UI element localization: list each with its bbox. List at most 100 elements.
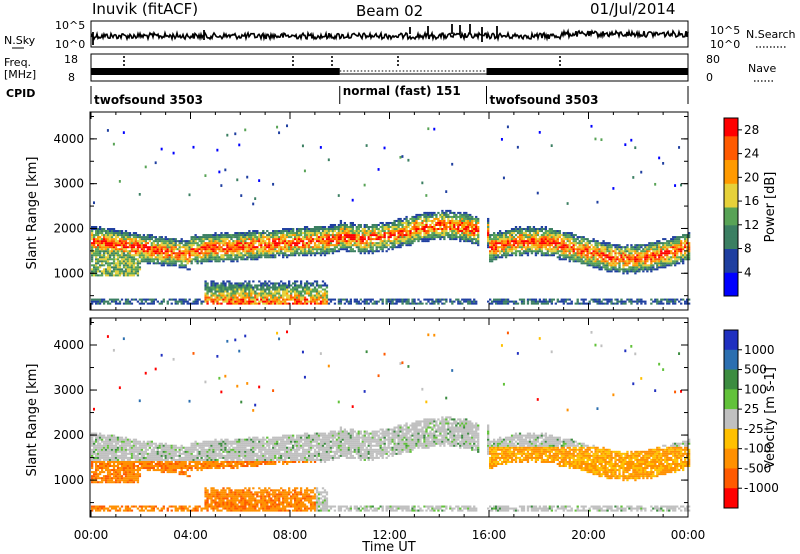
power-cell (196, 258, 199, 261)
power-cell (120, 248, 124, 251)
power-cell (411, 298, 414, 301)
power-cell (325, 230, 329, 233)
power-cell (172, 298, 175, 301)
power-cell (174, 242, 177, 245)
power-cell (510, 248, 514, 251)
power-cell (91, 302, 94, 305)
power-cell (668, 264, 671, 267)
power-cell (473, 219, 476, 222)
power-cell (311, 294, 315, 297)
power-cell (638, 252, 641, 255)
power-cell (238, 234, 241, 237)
power-cell (220, 290, 223, 293)
power-cell (266, 250, 269, 253)
power-cell (534, 228, 538, 231)
power-cell (335, 250, 339, 253)
power-cell (580, 246, 583, 249)
power-cell (465, 230, 468, 233)
power-cell (150, 246, 153, 249)
power-cell (240, 244, 243, 247)
power-cell (321, 240, 325, 243)
power-cell (150, 302, 153, 305)
power-cell (194, 248, 197, 251)
power-cell (566, 232, 569, 235)
power-cell (554, 238, 557, 241)
power-cell (405, 244, 408, 247)
power-cell (291, 250, 295, 253)
power-cell (423, 215, 426, 218)
power-cell (473, 302, 476, 305)
power-cell (94, 250, 98, 253)
power-cell (228, 246, 231, 249)
power-cell (417, 215, 420, 218)
power-cell (130, 256, 134, 259)
power-cell (122, 254, 126, 257)
power-cell (284, 294, 287, 297)
power-cell (566, 238, 569, 241)
power-cell (224, 244, 227, 247)
power-cell (146, 238, 150, 241)
power-cell (520, 300, 524, 303)
power-cell (91, 226, 94, 229)
power-cell (174, 262, 177, 265)
power-cell (204, 244, 207, 247)
power-cell (407, 240, 410, 243)
power-cell (178, 244, 181, 247)
power-cell (610, 258, 613, 261)
power-cell (297, 228, 301, 231)
power-cell (299, 232, 303, 235)
power-cell (590, 254, 593, 257)
power-cell (552, 240, 555, 243)
power-cell (395, 219, 398, 222)
power-cell (282, 286, 285, 289)
power-cell (337, 242, 341, 245)
power-cell (170, 256, 173, 259)
power-cell (132, 232, 136, 235)
power-cell (377, 238, 380, 241)
power-cell (678, 256, 681, 259)
power-cell (465, 213, 468, 216)
power-cell (498, 232, 502, 235)
power-cell (379, 236, 382, 239)
power-cell (230, 302, 233, 305)
power-cell (112, 262, 116, 265)
power-cell (658, 262, 661, 265)
power-cell (220, 284, 223, 287)
power-cell (550, 242, 553, 245)
power-cell (142, 236, 146, 239)
power-cell (319, 286, 323, 289)
power-cell (339, 230, 343, 233)
power-cell (624, 256, 627, 259)
power-cell (108, 298, 112, 301)
power-cell (421, 302, 424, 305)
power-cell (92, 266, 96, 269)
power-cell (250, 232, 253, 235)
power-cell (449, 215, 452, 218)
power-cell (128, 246, 132, 249)
power-cell (291, 228, 295, 231)
power-cell (206, 242, 209, 245)
power-cell (467, 228, 470, 231)
power-cell (214, 232, 217, 235)
power-cell (417, 228, 420, 231)
power-cell (445, 226, 448, 229)
power-cell (496, 240, 500, 243)
power-cell (343, 226, 347, 229)
power-cell (118, 270, 122, 273)
power-cell (236, 260, 239, 263)
power-cell (106, 302, 110, 305)
power-cell (578, 254, 581, 257)
power-cell (307, 248, 311, 251)
power-cell (252, 288, 255, 291)
power-cell (214, 290, 217, 293)
power-cell (363, 234, 366, 237)
power-cell (108, 270, 112, 273)
power-cell (290, 284, 293, 287)
power-cell (278, 284, 281, 287)
power-cell (258, 254, 261, 257)
power-cell (276, 246, 279, 249)
power-cell (487, 223, 490, 227)
power-cell (650, 246, 653, 249)
power-cell (100, 254, 104, 257)
power-cell (317, 302, 321, 305)
